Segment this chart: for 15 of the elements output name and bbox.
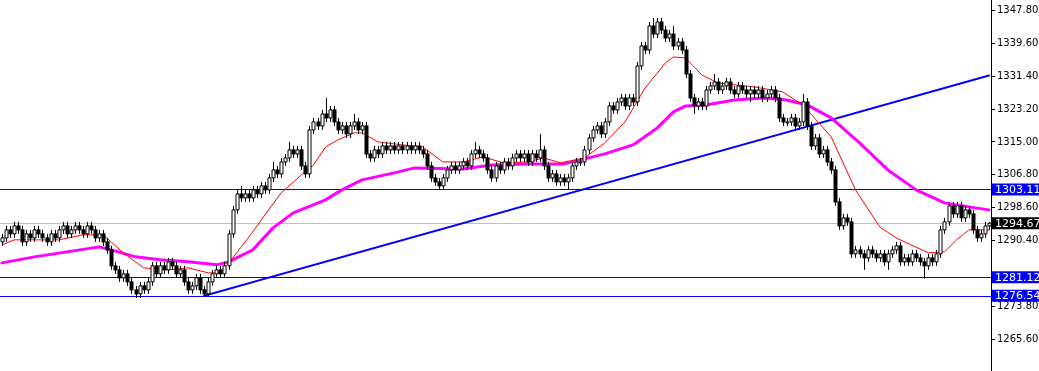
y-tick-label: 1306.80 xyxy=(997,168,1039,180)
ref-line-label: 1303.11 xyxy=(995,182,1039,196)
ref-line-label: 1294.67 xyxy=(995,216,1039,230)
y-tick-label: 1323.20 xyxy=(997,102,1039,114)
y-tick-label: 1273.80 xyxy=(997,300,1039,312)
y-tick-label: 1265.60 xyxy=(997,333,1039,345)
y-tick-label: 1298.60 xyxy=(997,201,1039,213)
ref-line-label: 1281.12 xyxy=(995,270,1039,284)
candlestick xyxy=(777,93,782,123)
y-tick-label: 1347.80 xyxy=(997,4,1039,16)
y-tick-label: 1290.40 xyxy=(997,233,1039,245)
y-tick-label: 1331.40 xyxy=(997,69,1039,81)
y-tick-label: 1339.60 xyxy=(997,37,1039,49)
candlestick xyxy=(109,245,114,271)
y-tick-label: 1315.00 xyxy=(997,135,1039,147)
